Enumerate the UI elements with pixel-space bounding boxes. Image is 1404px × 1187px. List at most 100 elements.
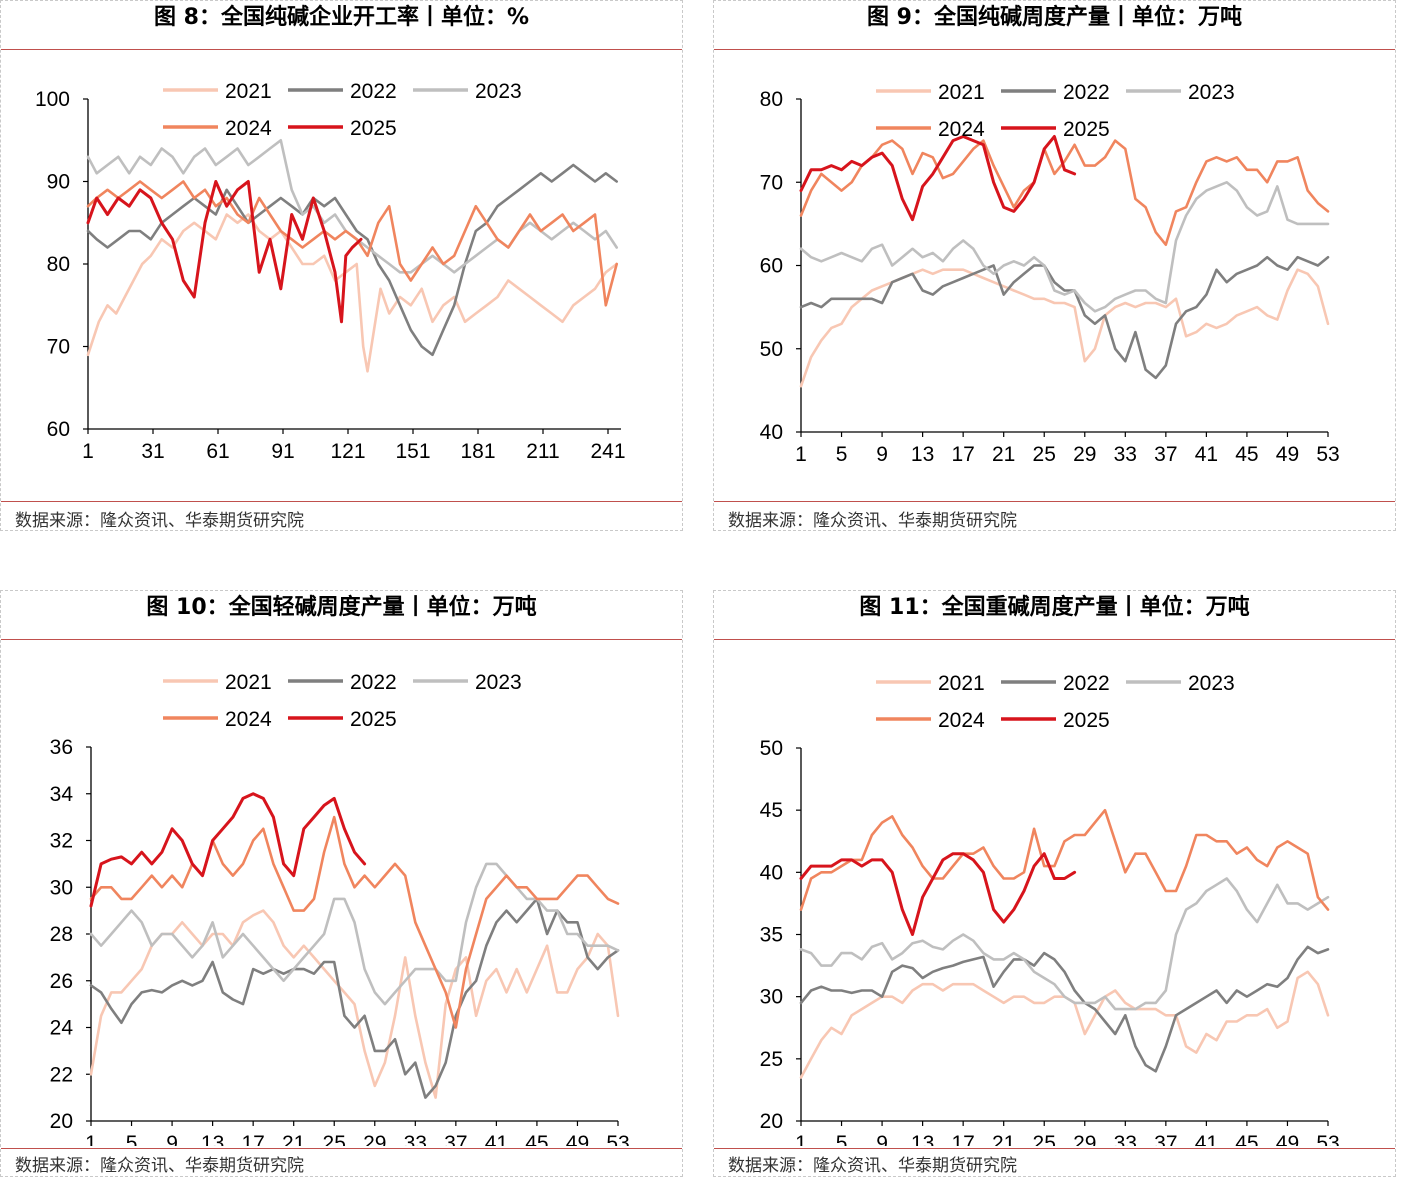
x-tick-label: 121 [330, 440, 365, 463]
y-tick-label: 30 [760, 986, 783, 1009]
y-tick-label: 25 [760, 1048, 783, 1071]
x-tick-label: 31 [141, 440, 164, 463]
legend-label-2023: 2023 [1188, 81, 1235, 104]
x-tick-label: 17 [241, 1132, 264, 1146]
x-tick-label: 33 [1114, 1132, 1137, 1146]
legend-label-2024: 2024 [938, 709, 985, 732]
x-tick-label: 1 [795, 1132, 807, 1146]
y-tick-label: 80 [760, 88, 783, 111]
legend-label-2021: 2021 [225, 80, 272, 103]
x-tick-label: 37 [444, 1132, 467, 1146]
line-chart-soda-ash-output: 40 50 60 70 80 1 5 9 13 17 21 25 29 33 37 41 45 49 53 2021 2… [760, 81, 1340, 466]
x-tick-label: 45 [1235, 1132, 1258, 1146]
series-line-2024 [799, 808, 1330, 911]
chart-title: 图 8：全国纯碱企业开工率丨单位：% [153, 5, 529, 30]
chart-title: 图 11：全国重碱周度产量丨单位：万吨 [859, 595, 1250, 620]
y-tick-label: 90 [47, 171, 70, 194]
series-line-2021 [86, 213, 619, 373]
x-tick-label: 13 [911, 443, 934, 466]
x-tick-label: 9 [166, 1132, 178, 1146]
chart-panel-soda-ash-output: 图 9：全国纯碱周度产量丨单位：万吨 40 50 60 70 80 1 5 9 13 17 21 25… [713, 0, 1396, 531]
source-divider [714, 1148, 1395, 1149]
chart-panel-dense-ash-output: 图 11：全国重碱周度产量丨单位：万吨 20 25 30 35 40 45 50 1 5 9 13 1… [713, 590, 1396, 1177]
series-line-2022 [89, 897, 620, 1099]
legend-label-2022: 2022 [350, 671, 397, 694]
x-tick-label: 33 [1114, 443, 1137, 466]
x-tick-label: 211 [526, 440, 559, 463]
chart-panel-operating-rate: 图 8：全国纯碱企业开工率丨单位：% 60 70 80 90 100 1 31 61 91 121… [0, 0, 683, 531]
x-tick-label: 53 [1316, 1132, 1339, 1146]
x-tick-label: 21 [992, 1132, 1015, 1146]
legend-label-2025: 2025 [1063, 709, 1110, 732]
x-tick-label: 21 [992, 443, 1015, 466]
legend-label-2024: 2024 [938, 118, 985, 141]
x-tick-label: 5 [836, 1132, 848, 1146]
series-line-2022 [799, 945, 1330, 1073]
x-tick-label: 1 [795, 443, 807, 466]
y-tick-label: 40 [760, 421, 783, 444]
y-tick-label: 34 [50, 783, 74, 806]
x-tick-label: 29 [363, 1132, 386, 1146]
x-tick-label: 45 [525, 1132, 548, 1146]
title-divider [1, 49, 682, 50]
source-note: 数据来源：隆众资讯、华泰期货研究院 [728, 1156, 1017, 1176]
legend-label-2021: 2021 [225, 671, 272, 694]
y-tick-label: 36 [50, 736, 73, 759]
series-line-2021 [89, 909, 620, 1099]
series-line-2023 [799, 877, 1330, 1011]
series-line-2025 [89, 792, 367, 908]
legend-label-2023: 2023 [475, 80, 522, 103]
series-line-2025 [799, 852, 1077, 936]
x-tick-label: 29 [1073, 443, 1096, 466]
series-line-2024 [89, 815, 620, 1029]
y-tick-label: 50 [760, 737, 783, 760]
legend-label-2024: 2024 [225, 117, 272, 140]
source-note: 数据来源：隆众资讯、华泰期货研究院 [728, 511, 1017, 531]
x-tick-label: 49 [1276, 443, 1299, 466]
x-tick-label: 49 [566, 1132, 589, 1146]
legend-label-2023: 2023 [475, 671, 522, 694]
y-tick-label: 60 [760, 255, 783, 278]
legend-label-2022: 2022 [350, 80, 397, 103]
x-tick-label: 91 [271, 440, 294, 463]
x-tick-label: 37 [1154, 443, 1177, 466]
series-line-2022 [799, 255, 1330, 380]
x-tick-label: 5 [126, 1132, 138, 1146]
x-tick-label: 17 [951, 443, 974, 466]
x-tick-label: 9 [876, 1132, 888, 1146]
x-tick-label: 25 [323, 1132, 346, 1146]
x-tick-label: 33 [404, 1132, 427, 1146]
series-line-2024 [86, 180, 619, 307]
x-tick-label: 13 [201, 1132, 224, 1146]
source-note: 数据来源：隆众资讯、华泰期货研究院 [15, 511, 304, 531]
x-tick-label: 1 [82, 440, 94, 463]
y-tick-label: 70 [760, 171, 783, 194]
x-tick-label: 1 [85, 1132, 97, 1146]
source-note: 数据来源：隆众资讯、华泰期货研究院 [15, 1156, 304, 1176]
x-tick-label: 49 [1276, 1132, 1299, 1146]
x-tick-label: 5 [836, 443, 848, 466]
y-tick-label: 30 [50, 876, 73, 899]
x-tick-label: 21 [282, 1132, 305, 1146]
legend-label-2021: 2021 [938, 672, 985, 695]
legend-label-2025: 2025 [350, 708, 397, 731]
series-line-2023 [89, 862, 620, 1006]
source-divider [1, 501, 682, 502]
series-line-2025 [799, 135, 1077, 222]
y-tick-label: 24 [50, 1017, 74, 1040]
legend-label-2025: 2025 [1063, 118, 1110, 141]
x-tick-label: 61 [206, 440, 229, 463]
x-tick-label: 13 [911, 1132, 934, 1146]
series-line-2021 [799, 268, 1330, 388]
x-tick-label: 45 [1235, 443, 1258, 466]
y-tick-label: 60 [47, 418, 70, 441]
x-tick-label: 9 [876, 443, 888, 466]
x-tick-label: 29 [1073, 1132, 1096, 1146]
legend-label-2025: 2025 [350, 117, 397, 140]
x-tick-label: 41 [485, 1132, 508, 1146]
x-tick-label: 25 [1033, 443, 1056, 466]
series-line-2023 [799, 181, 1330, 313]
y-tick-label: 22 [50, 1063, 73, 1086]
